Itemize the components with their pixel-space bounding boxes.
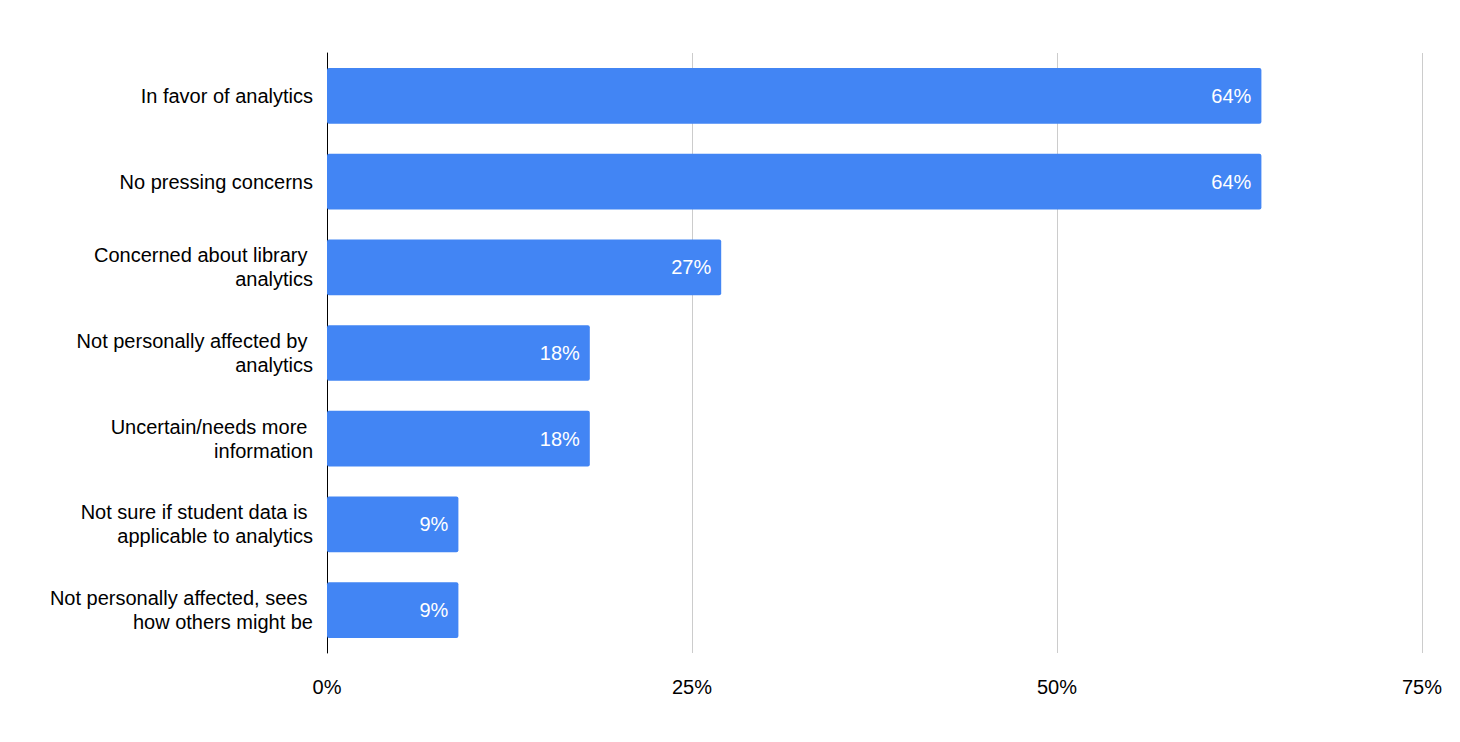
svg-text:25%: 25% <box>672 676 712 698</box>
svg-text:18%: 18% <box>540 342 580 364</box>
svg-text:64%: 64% <box>1211 85 1251 107</box>
svg-text:Uncertain/needs more: Uncertain/needs more <box>111 416 313 438</box>
svg-text:75%: 75% <box>1402 676 1442 698</box>
svg-text:information: information <box>214 440 313 462</box>
svg-text:Not personally affected, sees: Not personally affected, sees <box>50 587 313 609</box>
svg-text:27%: 27% <box>671 256 711 278</box>
svg-text:applicable to analytics: applicable to analytics <box>117 525 313 547</box>
svg-text:No pressing concerns: No pressing concerns <box>120 171 313 193</box>
svg-text:how others might be: how others might be <box>133 611 313 633</box>
svg-text:9%: 9% <box>419 513 448 535</box>
svg-text:64%: 64% <box>1211 171 1251 193</box>
svg-text:50%: 50% <box>1037 676 1077 698</box>
svg-text:Not personally affected by: Not personally affected by <box>77 330 313 352</box>
svg-text:analytics: analytics <box>235 268 313 290</box>
svg-text:0%: 0% <box>313 676 342 698</box>
svg-text:9%: 9% <box>419 599 448 621</box>
svg-text:Not sure if student data is: Not sure if student data is <box>81 501 313 523</box>
svg-text:In favor of analytics: In favor of analytics <box>141 85 313 107</box>
svg-text:Concerned about library: Concerned about library <box>94 244 313 266</box>
svg-text:18%: 18% <box>540 428 580 450</box>
svg-text:analytics: analytics <box>235 354 313 376</box>
